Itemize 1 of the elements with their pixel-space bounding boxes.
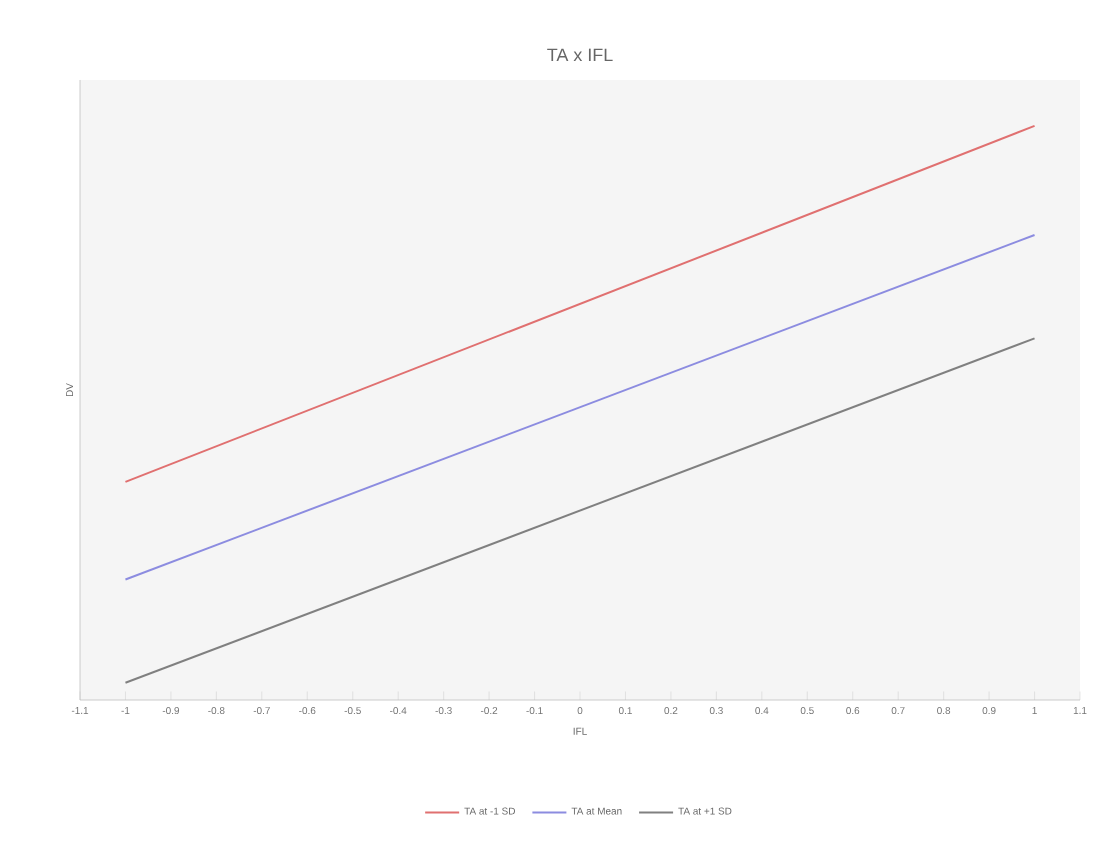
chart-title: TA x IFL xyxy=(547,48,613,61)
